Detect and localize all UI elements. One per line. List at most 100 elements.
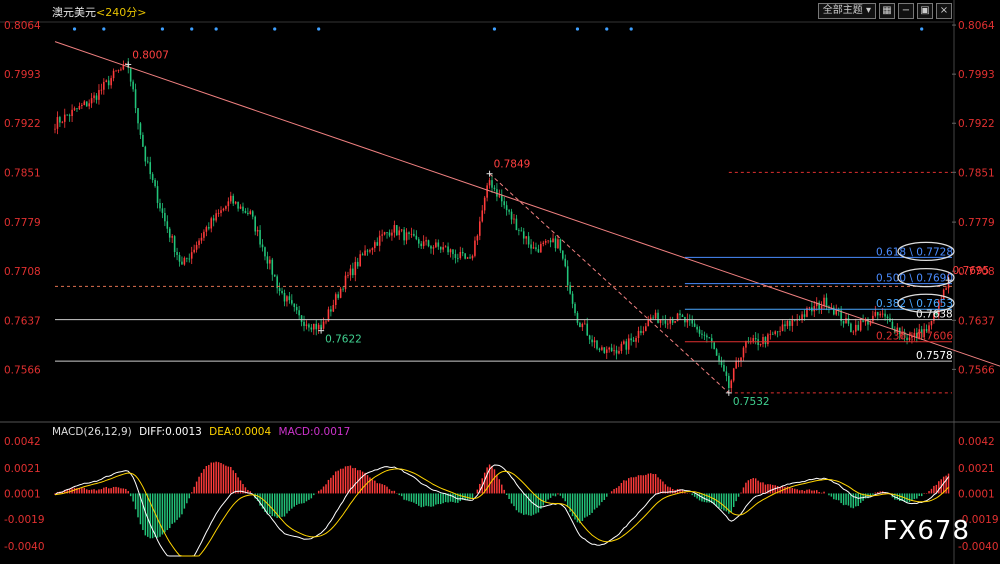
candle-body bbox=[232, 195, 235, 204]
price-tick-right: 0.7993 bbox=[958, 69, 995, 81]
theme-dropdown[interactable]: 全部主题 ▾ bbox=[817, 3, 876, 19]
candle-body bbox=[613, 350, 615, 352]
candle-body bbox=[562, 250, 564, 259]
candle-body bbox=[164, 212, 166, 222]
candle-body bbox=[857, 324, 860, 331]
candle-body bbox=[620, 343, 623, 351]
instrument-name: 澳元美元 bbox=[52, 6, 96, 19]
candle-body bbox=[559, 239, 562, 251]
candle-body bbox=[945, 288, 947, 290]
level-label: 0.7638 bbox=[916, 309, 953, 321]
candle-body bbox=[608, 347, 610, 350]
highlight-circle bbox=[897, 267, 955, 288]
candle-body bbox=[134, 89, 137, 109]
price-tick-left: 0.7993 bbox=[4, 69, 41, 81]
candle-body bbox=[322, 321, 325, 329]
price-tick-right: 0.7922 bbox=[958, 118, 995, 130]
candle-body bbox=[471, 255, 474, 259]
candle-body bbox=[154, 179, 156, 187]
candle-body bbox=[540, 243, 542, 253]
candle-body bbox=[166, 221, 169, 229]
event-dot bbox=[273, 27, 277, 31]
candle-body bbox=[452, 249, 454, 255]
price-tick-right: 0.7637 bbox=[958, 315, 995, 327]
event-dot bbox=[629, 27, 633, 31]
candle-body bbox=[918, 329, 921, 338]
candle-body bbox=[806, 308, 808, 317]
candle-body bbox=[161, 208, 164, 213]
candle-body bbox=[151, 174, 154, 180]
candle-body bbox=[417, 239, 420, 244]
candle-body bbox=[122, 64, 125, 70]
candle-body bbox=[183, 257, 186, 265]
candle-body bbox=[132, 81, 134, 90]
candle-body bbox=[759, 343, 762, 345]
candle-body bbox=[352, 268, 354, 276]
price-tick-left: 0.8064 bbox=[4, 20, 41, 32]
candle-body bbox=[420, 243, 423, 247]
price-tick-right: 0.7851 bbox=[958, 167, 995, 179]
candle-body bbox=[459, 251, 462, 259]
minus-icon[interactable]: − bbox=[898, 3, 914, 19]
candle-body bbox=[574, 303, 576, 314]
toolbar: 全部主题 ▾ ▦ − ▣ × bbox=[817, 3, 952, 19]
candle-body bbox=[928, 325, 930, 331]
macd-panel bbox=[54, 461, 950, 557]
candle-body bbox=[488, 180, 491, 186]
candle-body bbox=[588, 335, 591, 340]
candle-body bbox=[923, 329, 925, 338]
candle-body bbox=[681, 315, 684, 318]
candle-body bbox=[571, 293, 574, 304]
candle-body bbox=[515, 218, 518, 231]
candle-body bbox=[171, 236, 173, 238]
candle-body bbox=[815, 302, 818, 307]
candle-body bbox=[872, 315, 874, 322]
candle-body bbox=[361, 254, 364, 256]
layout-grid-icon[interactable]: ▦ bbox=[879, 3, 895, 19]
close-icon[interactable]: × bbox=[936, 3, 952, 19]
candle-body bbox=[745, 340, 747, 348]
candle-body bbox=[586, 323, 589, 336]
candle-body bbox=[110, 78, 112, 86]
candle-body bbox=[435, 242, 437, 248]
macd-params: MACD(26,12,9) bbox=[52, 426, 132, 438]
candle-body bbox=[776, 331, 779, 333]
candle-body bbox=[398, 230, 401, 236]
candle-body bbox=[908, 337, 911, 340]
instrument-title: 澳元美元<240分> bbox=[52, 4, 146, 20]
candle-body bbox=[583, 323, 586, 325]
candle-body bbox=[581, 323, 584, 328]
macd-diff-line bbox=[54, 464, 950, 557]
candle-body bbox=[764, 337, 767, 345]
candle-body bbox=[159, 202, 161, 209]
candle-body bbox=[391, 232, 393, 236]
event-dot bbox=[317, 27, 321, 31]
candle-body bbox=[454, 254, 457, 258]
candle-body bbox=[200, 237, 203, 241]
candle-body bbox=[569, 285, 571, 294]
candle-body bbox=[576, 313, 579, 323]
candle-body bbox=[386, 232, 388, 233]
candle-body bbox=[664, 320, 667, 324]
candle-body bbox=[188, 258, 191, 260]
candle-body bbox=[906, 337, 908, 340]
fib-label: 0.618 \ 0.7728 bbox=[876, 246, 953, 258]
candle-body bbox=[505, 205, 508, 211]
candle-body bbox=[139, 123, 142, 135]
candle-body bbox=[754, 338, 757, 340]
fib-label: 0.382 \ 0.7653 bbox=[876, 298, 953, 310]
candle-body bbox=[427, 240, 430, 247]
candle-body bbox=[728, 375, 730, 389]
candle-body bbox=[840, 310, 842, 322]
candle-body bbox=[940, 299, 943, 301]
candle-body bbox=[334, 294, 337, 306]
candle-body bbox=[518, 230, 520, 231]
macd-tick-left: -0.0040 bbox=[4, 541, 45, 553]
candle-body bbox=[630, 338, 632, 341]
candle-body bbox=[557, 239, 559, 249]
candle-body bbox=[833, 307, 835, 315]
maximize-icon[interactable]: ▣ bbox=[917, 3, 933, 19]
candle-body bbox=[342, 288, 344, 290]
candle-body bbox=[474, 240, 476, 256]
